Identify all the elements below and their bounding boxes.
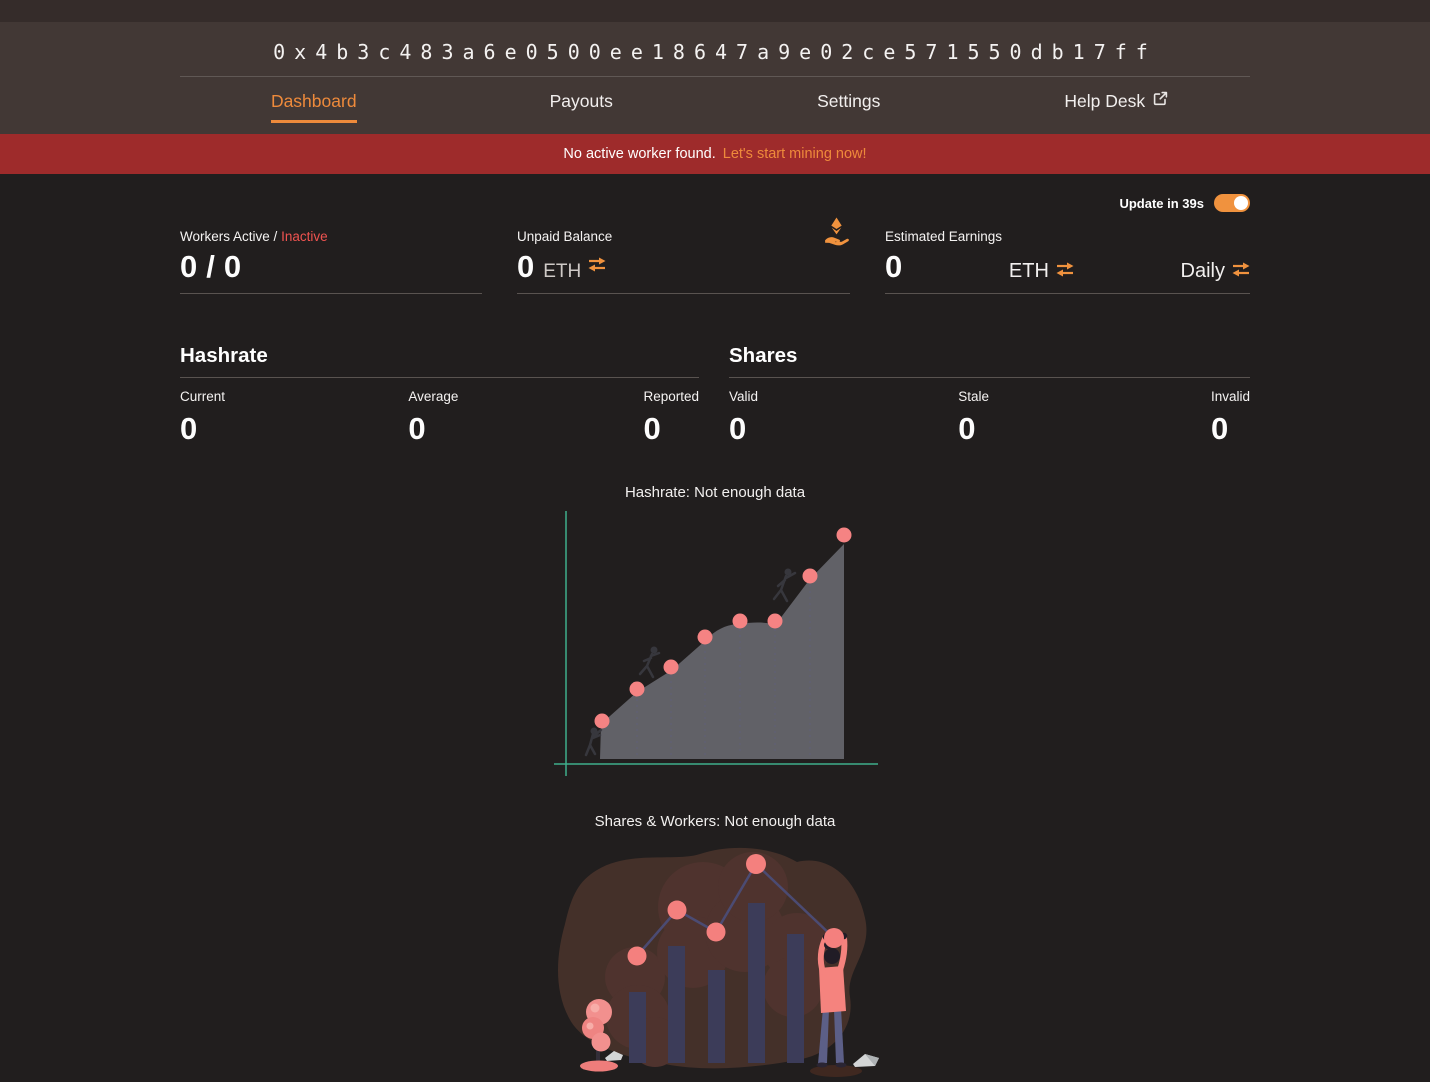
stat-label: Reported <box>643 388 699 404</box>
auto-refresh-toggle[interactable] <box>1214 194 1250 212</box>
external-link-icon <box>1153 90 1168 111</box>
stat-value: 0 <box>643 410 661 446</box>
estimated-earnings-value: 0 <box>885 249 903 284</box>
unpaid-balance-values: 0 ETH <box>517 249 850 284</box>
shares-workers-illustration <box>558 847 879 1077</box>
workers-card-label: Workers Active / Inactive <box>180 229 482 244</box>
stat-cards-row: Workers Active / Inactive 0 / 0 Unpaid B… <box>180 217 1250 294</box>
workers-active-value: 0 <box>180 249 198 284</box>
tab-settings[interactable]: Settings <box>715 77 983 134</box>
stat-label: Invalid <box>1210 388 1250 404</box>
stat-value: 0 <box>958 410 976 446</box>
earnings-period: Daily <box>1180 260 1225 282</box>
workers-card-values: 0 / 0 <box>180 249 482 284</box>
swap-arrows-icon[interactable] <box>1232 262 1250 282</box>
refresh-countdown-label: Update in 39s <box>1119 195 1204 211</box>
stat-value: 0 <box>729 410 747 446</box>
hashrate-chart-title: Hashrate: Not enough data <box>624 483 806 501</box>
estimated-earnings-card: Estimated Earnings 0 ETH <box>885 229 1250 294</box>
metrics-sections-row: Hashrate Current 0 Average 0 Reported 0 … <box>180 344 1250 444</box>
estimated-earnings-values: 0 ETH Daily <box>885 249 1250 284</box>
tab-help-desk[interactable]: Help Desk <box>983 77 1251 134</box>
stat-value: 0 <box>180 410 198 446</box>
stat-stale: Stale 0 <box>958 389 1211 444</box>
header-divider <box>180 76 1250 77</box>
hashrate-section-title: Hashrate <box>180 344 699 378</box>
earnings-currency-selector[interactable]: ETH <box>1009 260 1074 283</box>
dashboard-main: Update in 39s Workers Active / Inactive … <box>180 174 1250 1082</box>
unpaid-balance-label: Unpaid Balance <box>517 229 613 244</box>
estimated-earnings-label: Estimated Earnings <box>885 229 1003 244</box>
stat-label: Stale <box>958 388 990 404</box>
unpaid-balance-card: Unpaid Balance 0 ETH <box>517 217 850 294</box>
shares-section-title: Shares <box>729 344 1250 378</box>
stat-valid: Valid 0 <box>729 389 958 444</box>
workers-value-separator: / <box>206 249 215 284</box>
no-worker-alert-banner: No active worker found. Let's start mini… <box>0 134 1430 174</box>
stat-value: 0 <box>408 410 426 446</box>
hashrate-mountain-illustration <box>554 510 878 776</box>
refresh-row: Update in 39s <box>180 174 1250 213</box>
tab-dashboard[interactable]: Dashboard <box>180 77 448 134</box>
app-header: 0x4b3c483a6e0500ee18647a9e02ce571550db17… <box>0 22 1430 134</box>
tab-dashboard-label: Dashboard <box>270 91 357 111</box>
stat-label: Current <box>180 388 226 404</box>
stat-value: 0 <box>1210 410 1229 446</box>
hand-holding-eth-icon[interactable] <box>823 217 850 251</box>
stat-invalid: Invalid 0 <box>1211 389 1250 444</box>
workers-inactive-value: 0 <box>223 249 242 284</box>
hashrate-chart-placeholder: Hashrate: Not enough data <box>180 484 1250 781</box>
workers-active-label: Workers Active <box>180 229 270 244</box>
shares-section: Shares Valid 0 Stale 0 Invalid 0 <box>729 344 1250 444</box>
unpaid-balance-currency: ETH <box>543 261 582 282</box>
hashrate-stats: Current 0 Average 0 Reported 0 <box>180 389 699 444</box>
tab-help-desk-label: Help Desk <box>1064 91 1146 111</box>
earnings-currency: ETH <box>1008 260 1049 282</box>
top-strip <box>0 0 1430 22</box>
tab-payouts[interactable]: Payouts <box>448 77 716 134</box>
nav-tabs: Dashboard Payouts Settings Help Desk <box>180 77 1250 134</box>
workers-label-separator: / <box>273 229 278 244</box>
shares-stats: Valid 0 Stale 0 Invalid 0 <box>729 389 1250 444</box>
tab-payouts-label: Payouts <box>549 91 613 111</box>
swap-arrows-icon[interactable] <box>1056 262 1074 282</box>
shares-workers-chart-title: Shares & Workers: Not enough data <box>594 812 836 830</box>
shares-workers-chart-placeholder: Shares & Workers: Not enough data <box>180 813 1250 1082</box>
stat-label: Average <box>408 388 459 404</box>
unpaid-balance-value: 0 <box>517 249 535 284</box>
hashrate-section: Hashrate Current 0 Average 0 Reported 0 <box>180 344 699 444</box>
workers-inactive-label: Inactive <box>281 229 328 244</box>
stat-reported: Reported 0 <box>643 389 699 444</box>
wallet-address: 0x4b3c483a6e0500ee18647a9e02ce571550db17… <box>273 40 1157 64</box>
alert-message: No active worker found. <box>563 146 716 162</box>
workers-card: Workers Active / Inactive 0 / 0 <box>180 229 482 294</box>
toggle-knob <box>1234 196 1248 210</box>
stat-label: Valid <box>729 388 759 404</box>
start-mining-link[interactable]: Let's start mining now! <box>722 146 867 162</box>
tab-settings-label: Settings <box>817 91 881 111</box>
swap-arrows-icon[interactable] <box>588 257 606 277</box>
earnings-period-selector[interactable]: Daily <box>1181 260 1250 283</box>
stat-average: Average 0 <box>408 389 643 444</box>
stat-current: Current 0 <box>180 389 408 444</box>
